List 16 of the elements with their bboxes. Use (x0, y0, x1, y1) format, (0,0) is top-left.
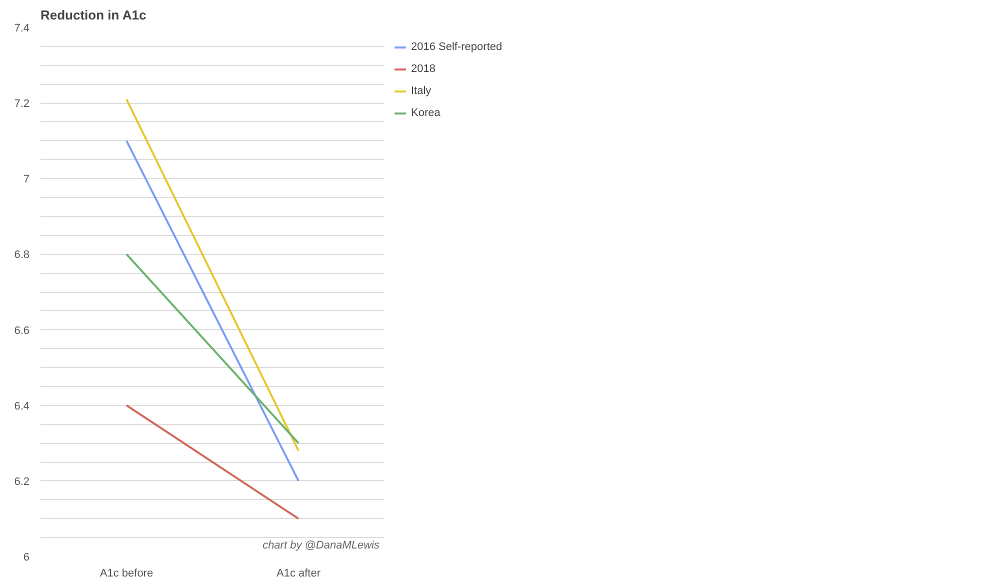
legend-label: 2016 Self-reported (411, 41, 502, 53)
y-tick-label: 7.2 (14, 98, 30, 110)
y-tick-label: 7.4 (14, 22, 30, 34)
annotation: chart by @DanaMLewis (262, 540, 380, 552)
legend-label: 2018 (411, 63, 436, 75)
y-tick-label: 6.8 (14, 249, 30, 262)
legend-label: Korea (411, 107, 440, 119)
x-tick-label: A1c before (100, 568, 154, 580)
legend-label: Italy (411, 85, 432, 97)
y-tick-label: 7 (23, 174, 30, 186)
y-tick-label: 6.2 (14, 476, 30, 488)
x-tick-label: A1c after (276, 568, 321, 580)
chart-title: Reduction in A1c (40, 8, 146, 22)
y-tick-label: 6.4 (14, 400, 30, 412)
y-tick-label: 6 (23, 552, 30, 564)
y-tick-label: 6.6 (14, 324, 30, 337)
